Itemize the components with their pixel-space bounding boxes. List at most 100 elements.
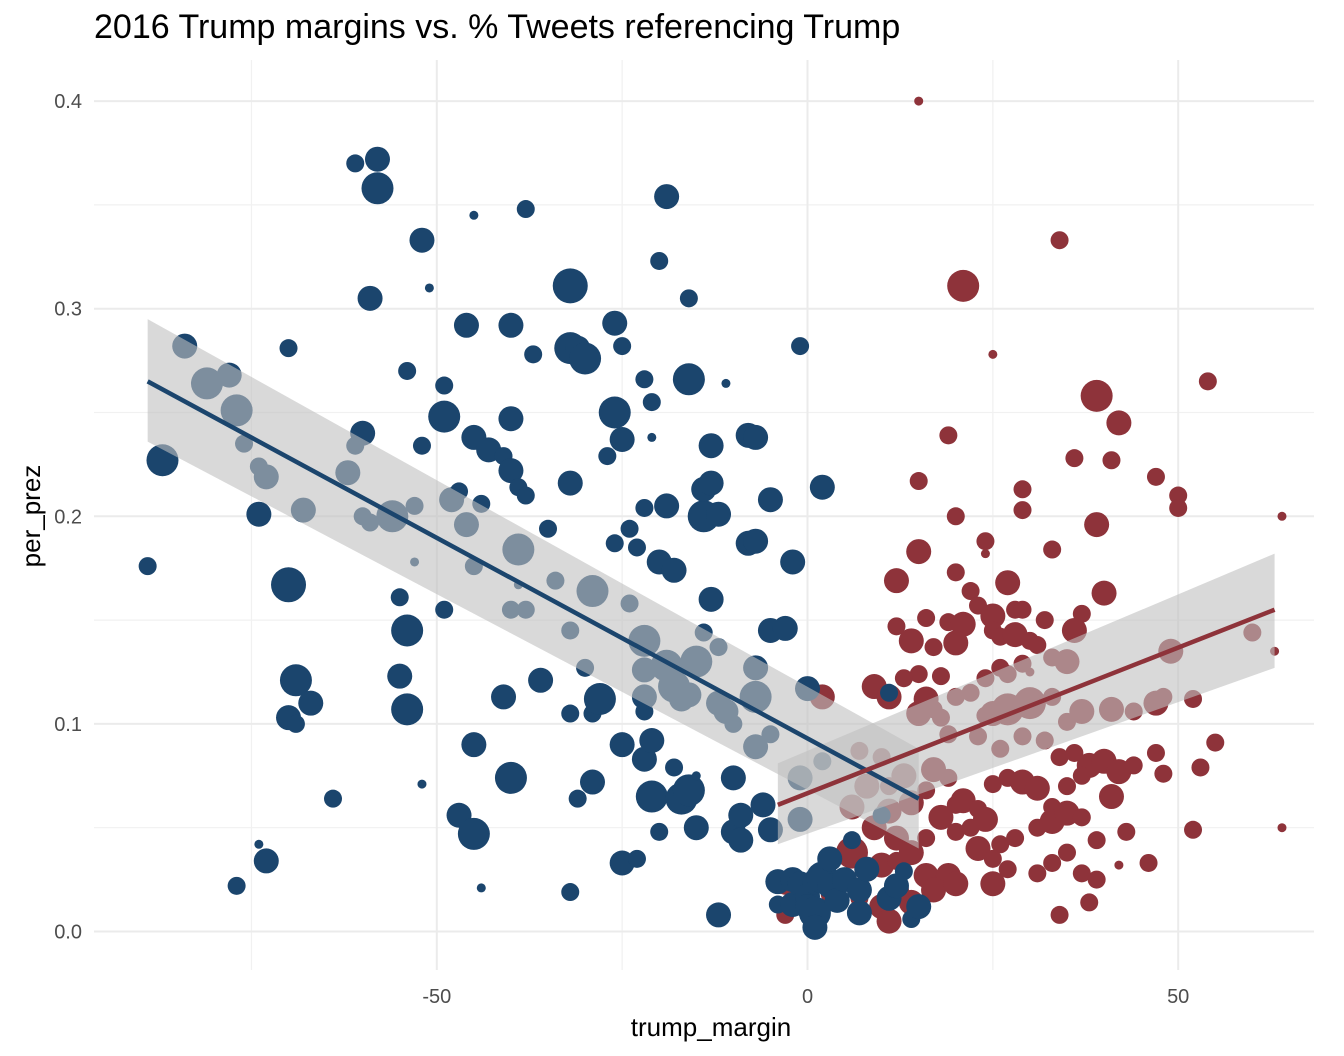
dem-point <box>435 600 454 619</box>
dem-point <box>391 693 424 726</box>
dem-point <box>286 714 305 733</box>
rep-point <box>1117 822 1136 841</box>
dem-point <box>650 251 669 270</box>
dem-point <box>613 337 632 356</box>
dem-point <box>246 501 272 527</box>
rep-point <box>943 871 969 897</box>
dem-point <box>817 846 843 872</box>
dem-point <box>568 789 587 808</box>
dem-point <box>854 856 880 882</box>
dem-point <box>539 519 558 538</box>
dem-point <box>524 345 543 364</box>
dem-point <box>721 378 731 388</box>
dem-point <box>683 815 709 841</box>
dem-point <box>635 780 668 813</box>
x-tick-label: -50 <box>422 986 451 1008</box>
dem-point <box>728 827 754 853</box>
rep-point <box>1154 764 1173 783</box>
dem-point <box>298 690 324 716</box>
rep-point <box>946 822 965 841</box>
rep-point <box>1050 748 1069 767</box>
rep-point <box>1106 410 1132 436</box>
rep-point <box>946 507 965 526</box>
rep-point <box>1124 756 1143 775</box>
dem-point <box>498 312 524 338</box>
rep-point <box>1043 540 1062 559</box>
rep-point <box>894 669 913 688</box>
rep-point <box>1139 853 1158 872</box>
rep-point <box>914 96 924 106</box>
rep-point <box>991 835 1010 854</box>
rep-point <box>1028 864 1047 883</box>
dem-point <box>661 557 687 583</box>
dem-point <box>642 393 661 412</box>
rep-point <box>909 472 928 491</box>
dem-point <box>627 849 646 868</box>
dem-point <box>846 900 872 926</box>
rep-fit-line <box>777 607 1276 807</box>
dem-point <box>654 493 680 519</box>
dem-point <box>894 862 913 881</box>
rep-point <box>946 563 965 582</box>
dem-point <box>324 789 343 808</box>
dem-point <box>679 289 698 308</box>
dem-point <box>846 877 872 903</box>
dem-point <box>569 342 602 375</box>
dem-point <box>620 519 639 538</box>
rep-point <box>939 426 958 445</box>
rep-point <box>909 665 928 684</box>
rep-point <box>1169 498 1188 517</box>
rep-point <box>931 667 950 686</box>
dem-point <box>824 887 850 913</box>
dem-point <box>469 210 479 220</box>
dem-point <box>516 486 535 505</box>
rep-confidence-band <box>777 553 1275 845</box>
x-tick-label: 0 <box>802 986 813 1008</box>
rep-point <box>1091 580 1117 606</box>
rep-point <box>1043 853 1062 872</box>
rep-point <box>1169 486 1188 505</box>
rep-point <box>1277 823 1287 833</box>
rep-point <box>1080 893 1099 912</box>
dem-point <box>772 615 798 641</box>
y-tick-label: 0.1 <box>54 714 82 736</box>
rep-point <box>1006 829 1025 848</box>
dem-point <box>361 172 394 205</box>
rep-point <box>983 775 1002 794</box>
dem-point <box>253 848 279 874</box>
dem-point <box>609 732 635 758</box>
dem-point <box>647 432 657 442</box>
dem-point <box>665 758 684 777</box>
rep-point <box>917 829 936 848</box>
rep-point <box>1206 733 1225 752</box>
dem-point <box>698 586 724 612</box>
chart-title: 2016 Trump margins vs. % Tweets referenc… <box>94 8 901 46</box>
dem-point <box>516 200 535 219</box>
dem-point <box>494 761 527 794</box>
dem-point <box>750 792 776 818</box>
dem-point <box>635 370 654 389</box>
dem-point <box>557 470 583 496</box>
rep-point <box>1191 758 1210 777</box>
rep-point <box>1098 784 1124 810</box>
dem-point <box>279 664 312 697</box>
rep-point <box>1035 611 1054 630</box>
dem-point <box>552 268 588 304</box>
rep-point <box>1065 743 1084 762</box>
dem-point <box>457 817 490 850</box>
rep-point <box>1013 480 1032 499</box>
rep-point <box>1050 905 1069 924</box>
rep-point <box>943 630 969 656</box>
dem-point <box>424 283 434 293</box>
rep-point <box>1028 636 1047 655</box>
dem-point <box>227 876 246 895</box>
dem-fit-line <box>146 379 920 801</box>
dem-point <box>357 285 383 311</box>
rep-point <box>924 638 943 657</box>
dem-point <box>780 549 806 575</box>
dem-point <box>561 704 580 723</box>
dem-point <box>880 683 899 702</box>
rep-point <box>887 617 906 636</box>
rep-point <box>983 849 1002 868</box>
rep-point <box>1072 766 1091 785</box>
